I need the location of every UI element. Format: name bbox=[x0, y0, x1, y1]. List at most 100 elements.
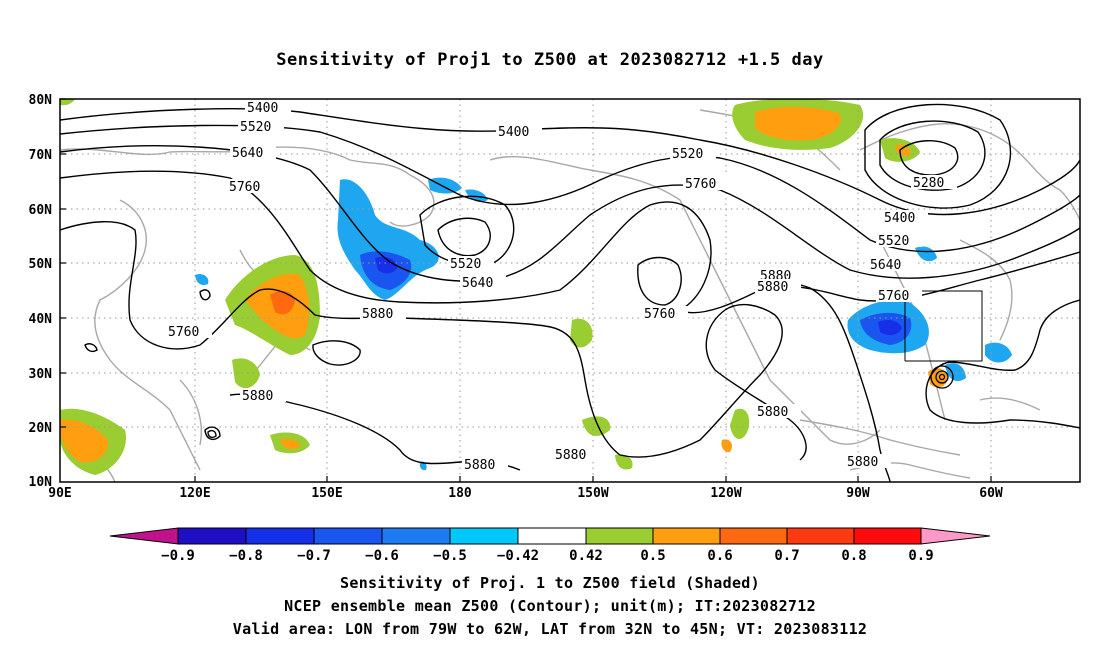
lat-label: 10N bbox=[29, 475, 53, 490]
contour-label: 5760 bbox=[644, 307, 675, 322]
colorbar-cell bbox=[517, 527, 587, 545]
contour-5760-closed bbox=[437, 217, 491, 257]
contour-label: 5640 bbox=[462, 276, 493, 291]
colorbar-label: 0.7 bbox=[774, 548, 799, 564]
lat-label: 20N bbox=[29, 421, 53, 436]
contour-label: 5520 bbox=[672, 147, 703, 162]
contour-label: 5640 bbox=[870, 258, 901, 273]
colorbar-cell bbox=[853, 527, 922, 545]
caption-valid-area: Valid area: LON from 79W to 62W, LAT fro… bbox=[232, 620, 868, 638]
contour-5280-closed bbox=[899, 140, 959, 176]
lon-label: 150W bbox=[577, 486, 608, 501]
lon-label: 180 bbox=[448, 486, 472, 501]
shade-green bbox=[60, 99, 75, 106]
shade-orange bbox=[60, 419, 109, 463]
contour-5400-closed bbox=[879, 120, 986, 191]
contour-label: 5880 bbox=[242, 389, 273, 404]
contour-5640 bbox=[60, 145, 1080, 282]
lat-label: 70N bbox=[29, 148, 53, 163]
contour-label: 5760 bbox=[878, 289, 909, 304]
lon-label: 120E bbox=[179, 486, 210, 501]
lon-label: 120W bbox=[710, 486, 741, 501]
lat-label: 50N bbox=[29, 257, 53, 272]
colorbar-cell bbox=[585, 527, 654, 545]
shade-green bbox=[570, 318, 593, 348]
shade-lightblue bbox=[428, 177, 462, 194]
contour-5880-west bbox=[60, 221, 783, 458]
tick-marks bbox=[60, 98, 992, 482]
contour-small-loop bbox=[207, 429, 217, 439]
colorbar-cell bbox=[920, 527, 991, 545]
cyclone-marker bbox=[930, 365, 954, 389]
contour-5880-small bbox=[312, 340, 361, 366]
contour-small bbox=[84, 343, 98, 353]
lat-label: 80N bbox=[29, 93, 53, 108]
contour-label: 5880 bbox=[847, 455, 878, 470]
colorbar-cell bbox=[313, 527, 383, 545]
contour-label: 5760 bbox=[685, 177, 716, 192]
contour-5760 bbox=[60, 170, 1080, 314]
caption-shaded: Sensitivity of Proj. 1 to Z500 field (Sh… bbox=[340, 574, 760, 592]
colorbar-cell bbox=[245, 527, 315, 545]
shade-orange bbox=[895, 144, 911, 157]
shade-lightblue bbox=[945, 363, 966, 382]
colorbar-label: −0.8 bbox=[229, 548, 263, 564]
colorbar-cell bbox=[381, 527, 451, 545]
colorbar-cell bbox=[177, 527, 247, 545]
colorbar-label: 0.8 bbox=[841, 548, 866, 564]
longitude-labels: 90E 120E 150E 180 150W 120W 90W 60W bbox=[48, 486, 1003, 501]
contour-label: 5760 bbox=[229, 180, 260, 195]
contour-label: 5520 bbox=[240, 120, 271, 135]
lon-label: 60W bbox=[979, 486, 1003, 501]
shade-orange bbox=[270, 290, 295, 315]
colorbar-label: 0.5 bbox=[640, 548, 665, 564]
contour-label: 5880 bbox=[757, 405, 788, 420]
lat-label: 60N bbox=[29, 203, 53, 218]
shade-darkblue bbox=[878, 320, 902, 336]
colorbar bbox=[109, 527, 991, 545]
shade-darkblue bbox=[375, 256, 398, 274]
contour-5880-small bbox=[199, 289, 211, 301]
valid-area-box bbox=[904, 290, 983, 362]
grid-lines bbox=[60, 99, 1080, 482]
colorbar-label: 0.6 bbox=[707, 548, 732, 564]
colorbar-cell bbox=[449, 527, 519, 545]
shade-green bbox=[730, 408, 750, 440]
caption-contour: NCEP ensemble mean Z500 (Contour); unit(… bbox=[284, 597, 816, 615]
contour-5880-center bbox=[705, 309, 807, 461]
chart-title: Sensitivity of Proj1 to Z500 at 20230827… bbox=[276, 50, 824, 70]
shade-lightblue bbox=[195, 274, 209, 285]
contour-5760-closed bbox=[637, 256, 682, 306]
contour-label: 5520 bbox=[450, 257, 481, 272]
contour-label: 5400 bbox=[498, 125, 529, 140]
contour-label: 5400 bbox=[247, 101, 278, 116]
lon-label: 90E bbox=[48, 486, 71, 501]
colorbar-label: 0.9 bbox=[908, 548, 933, 564]
contour-5520-closed bbox=[864, 103, 1012, 209]
coastlines bbox=[60, 109, 1080, 482]
shade-green bbox=[232, 358, 260, 389]
shade-orange bbox=[280, 438, 300, 450]
contour-label: 5520 bbox=[878, 234, 909, 249]
contour-label: 5400 bbox=[884, 211, 915, 226]
shade-green bbox=[615, 454, 633, 470]
contour-5400 bbox=[60, 108, 1080, 216]
shade-lightblue bbox=[915, 246, 937, 262]
contour-label: 5640 bbox=[232, 146, 263, 161]
colorbar-labels: −0.9 −0.8 −0.7 −0.6 −0.5 −0.42 0.42 0.5 … bbox=[161, 548, 934, 564]
colorbar-label: −0.42 bbox=[497, 548, 539, 564]
lat-label: 40N bbox=[29, 312, 53, 327]
contour-label: 5280 bbox=[913, 176, 944, 191]
lon-label: 150E bbox=[311, 486, 342, 501]
contour-label: 5880 bbox=[555, 448, 586, 463]
contour-5880-atl bbox=[925, 299, 1080, 429]
shade-orange bbox=[755, 106, 841, 141]
contour-small-loop bbox=[204, 426, 221, 441]
colorbar-cell bbox=[652, 527, 721, 545]
contour-label: 5880 bbox=[757, 280, 788, 295]
lat-label: 30N bbox=[29, 367, 53, 382]
shade-lightblue bbox=[985, 342, 1012, 363]
lon-label: 90W bbox=[846, 486, 870, 501]
shade-orange bbox=[721, 439, 733, 453]
